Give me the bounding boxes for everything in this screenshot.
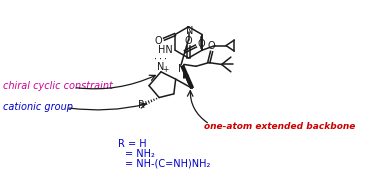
Text: N: N: [157, 62, 165, 72]
Text: N: N: [186, 26, 193, 36]
Text: N: N: [178, 64, 186, 74]
Text: R = H: R = H: [118, 139, 146, 149]
Text: one-atom extended backbone: one-atom extended backbone: [204, 122, 356, 132]
Text: O: O: [185, 36, 192, 46]
Text: +: +: [163, 65, 169, 74]
Text: ···: ···: [153, 56, 169, 65]
Text: = NH₂: = NH₂: [125, 149, 155, 159]
Text: R: R: [138, 100, 145, 110]
Text: O: O: [198, 39, 205, 49]
Text: O: O: [208, 41, 215, 51]
Text: HN: HN: [158, 45, 173, 55]
Text: = NH-(C=NH)NH₂: = NH-(C=NH)NH₂: [125, 159, 211, 169]
Text: cationic group: cationic group: [3, 102, 73, 112]
Text: chiral cyclic constraint: chiral cyclic constraint: [3, 81, 113, 91]
Text: O: O: [155, 36, 162, 46]
